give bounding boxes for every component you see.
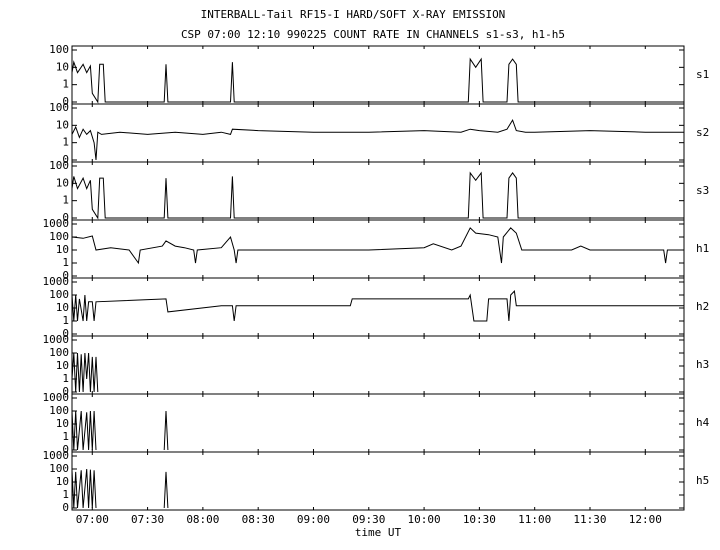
x-tick-label: 10:30 xyxy=(463,513,496,526)
y-tick-label: 10 xyxy=(56,243,69,256)
panel-label: h3 xyxy=(696,358,709,371)
panel-frame xyxy=(71,335,685,395)
y-tick-label: 100 xyxy=(49,43,69,56)
y-tick-label: 1 xyxy=(62,256,69,269)
chart-title: INTERBALL-Tail RF15-I HARD/SOFT X-RAY EM… xyxy=(201,8,506,21)
y-tick-label: 0 xyxy=(62,95,69,108)
y-tick-label: 1 xyxy=(62,372,69,385)
data-line xyxy=(71,352,99,393)
y-tick-label: 10 xyxy=(56,475,69,488)
y-tick-label: 100 xyxy=(49,462,69,475)
y-tick-label: 10 xyxy=(56,118,69,131)
y-tick-label: 10 xyxy=(56,417,69,430)
y-tick-label: 1000 xyxy=(43,275,70,288)
x-tick-label: 08:30 xyxy=(242,513,275,526)
y-tick-label: 100 xyxy=(49,101,69,114)
y-tick-label: 1 xyxy=(62,314,69,327)
panel-frame xyxy=(71,393,685,453)
panel-label: h2 xyxy=(696,300,709,313)
x-tick-label: 11:30 xyxy=(573,513,606,526)
data-line xyxy=(71,227,684,265)
data-line xyxy=(71,57,684,104)
y-tick-label: 0 xyxy=(62,501,69,514)
data-line xyxy=(71,118,684,161)
panel-frame xyxy=(71,219,685,279)
x-tick-label: 08:00 xyxy=(186,513,219,526)
panel-frame xyxy=(71,45,685,105)
y-tick-label: 0 xyxy=(62,327,69,340)
y-tick-label: 10 xyxy=(56,60,69,73)
y-tick-label: 0 xyxy=(62,269,69,282)
panel-label: h4 xyxy=(696,416,710,429)
panel-label: s1 xyxy=(696,68,709,81)
panel-label: h1 xyxy=(696,242,709,255)
y-tick-label: 10 xyxy=(56,301,69,314)
panel-frame xyxy=(71,451,685,511)
x-tick-label: 11:00 xyxy=(518,513,551,526)
y-tick-label: 10 xyxy=(56,359,69,372)
y-tick-label: 1000 xyxy=(43,333,70,346)
y-tick-label: 0 xyxy=(62,385,69,398)
y-tick-label: 100 xyxy=(49,346,69,359)
panel-frame xyxy=(71,277,685,337)
x-tick-label: 09:30 xyxy=(352,513,385,526)
data-line xyxy=(71,289,684,322)
data-line xyxy=(71,468,169,509)
data-line xyxy=(71,171,684,220)
y-tick-label: 1 xyxy=(62,194,69,207)
y-tick-label: 1000 xyxy=(43,217,70,230)
y-tick-label: 1000 xyxy=(43,391,70,404)
panel-label: h5 xyxy=(696,474,709,487)
panel-label: s2 xyxy=(696,126,709,139)
y-tick-label: 1 xyxy=(62,136,69,149)
x-tick-label: 10:00 xyxy=(408,513,441,526)
y-tick-label: 10 xyxy=(56,176,69,189)
data-line xyxy=(71,410,169,451)
y-tick-label: 1 xyxy=(62,488,69,501)
panel-frame xyxy=(71,161,685,221)
y-tick-label: 0 xyxy=(62,211,69,224)
y-tick-label: 0 xyxy=(62,443,69,456)
y-tick-label: 100 xyxy=(49,404,69,417)
y-tick-label: 100 xyxy=(49,159,69,172)
x-tick-label: 09:00 xyxy=(297,513,330,526)
y-tick-label: 1 xyxy=(62,430,69,443)
y-tick-label: 100 xyxy=(49,288,69,301)
y-tick-label: 1000 xyxy=(43,449,70,462)
panel-label: s3 xyxy=(696,184,709,197)
x-tick-label: 07:00 xyxy=(76,513,109,526)
y-tick-label: 0 xyxy=(62,153,69,166)
y-tick-label: 100 xyxy=(49,230,69,243)
x-axis-label: time UT xyxy=(355,526,402,539)
y-tick-label: 1 xyxy=(62,78,69,91)
chart-subtitle: CSP 07:00 12:10 990225 COUNT RATE IN CHA… xyxy=(181,28,565,41)
x-tick-label: 07:30 xyxy=(131,513,164,526)
x-tick-label: 12:00 xyxy=(629,513,662,526)
